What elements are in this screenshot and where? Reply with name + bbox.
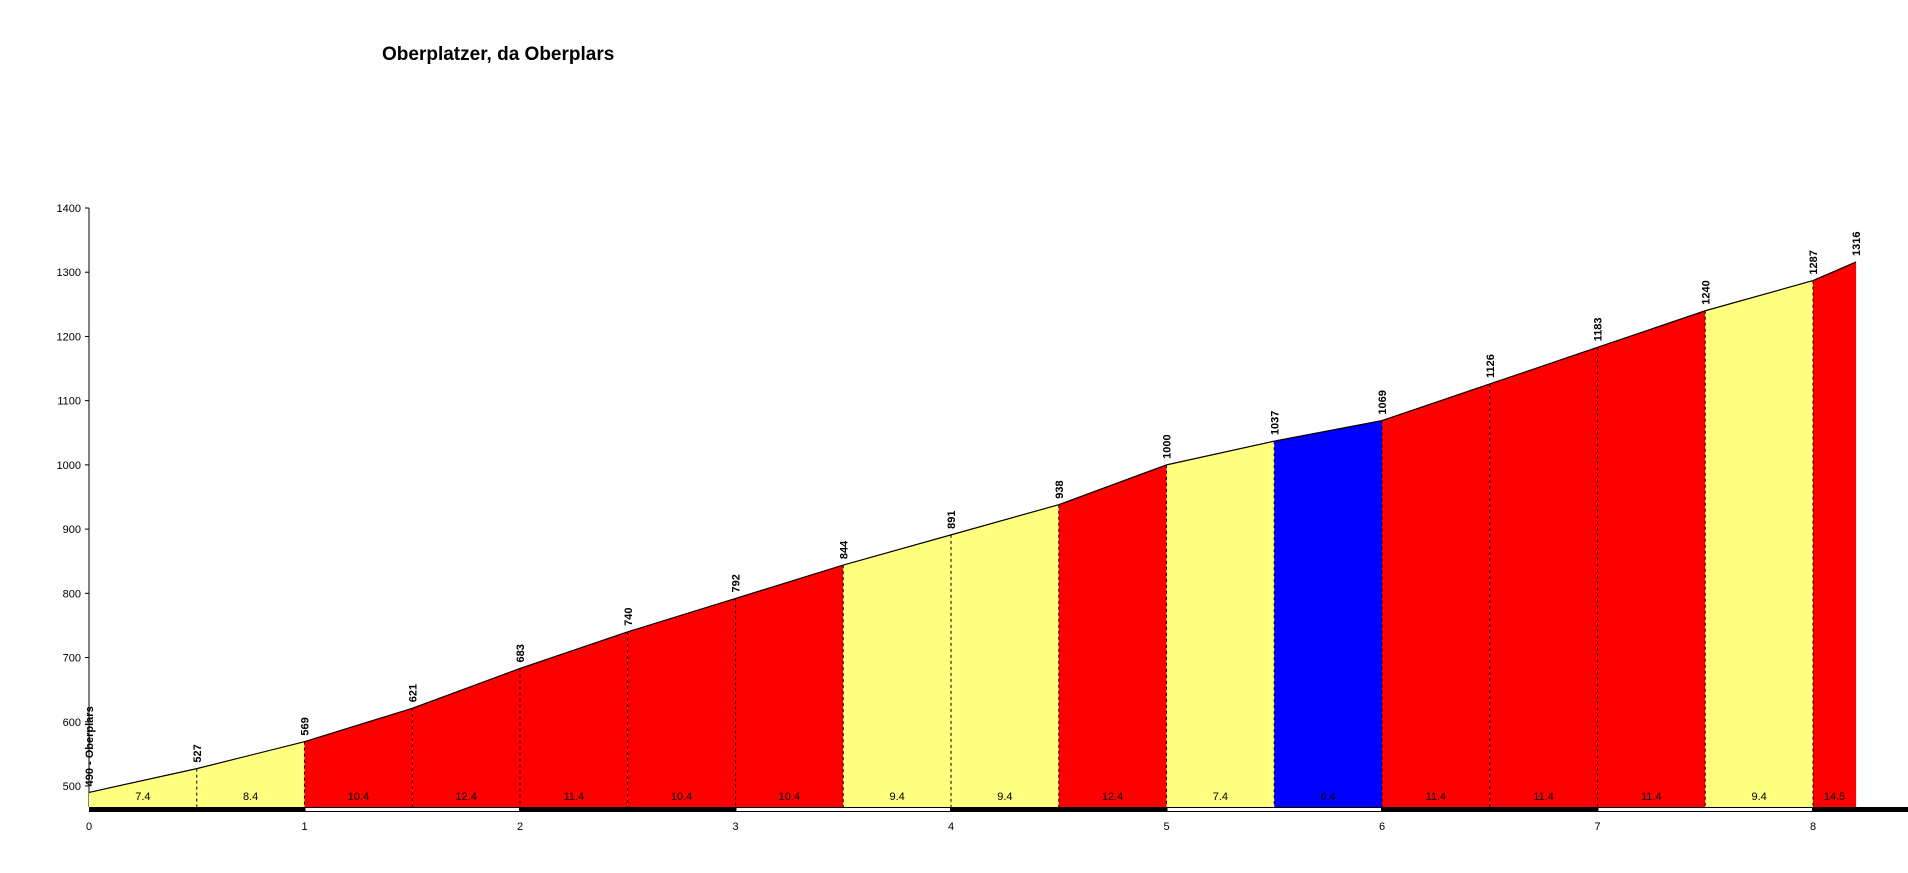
gradient-label: 14.5 <box>1824 791 1845 803</box>
distance-bar-white-km <box>305 808 519 811</box>
distance-bar-white-km <box>1598 808 1812 811</box>
gradient-segment <box>951 504 1059 807</box>
y-tick-label: 800 <box>63 588 81 600</box>
elevation-label: 1316 <box>1851 231 1863 255</box>
gradient-label: 7.4 <box>135 791 150 803</box>
gradient-segment <box>1058 464 1167 807</box>
elevation-label: 1287 <box>1808 250 1820 274</box>
distance-bar <box>89 807 1908 812</box>
gradient-segment <box>843 534 951 807</box>
x-tick-label: 0 <box>86 821 92 833</box>
gradient-label: 11.4 <box>1426 791 1447 803</box>
elevation-label: 1037 <box>1269 411 1281 435</box>
gradient-segment <box>196 741 305 807</box>
gradient-segment <box>1382 383 1490 807</box>
elevation-label: 1069 <box>1377 390 1389 414</box>
gradient-label: 12.4 <box>1102 791 1123 803</box>
chart-title: Oberplatzer, da Oberplars <box>382 44 615 65</box>
gradient-segment <box>1705 280 1813 807</box>
gradient-segment <box>1274 420 1382 807</box>
elevation-label: 740 <box>623 607 635 625</box>
gradient-label: 11.4 <box>1641 791 1662 803</box>
gradient-label: 11.4 <box>1533 791 1554 803</box>
elevation-label: 792 <box>731 574 743 592</box>
y-tick-label: 600 <box>63 717 81 729</box>
gradient-label: 6.4 <box>1320 791 1335 803</box>
gradient-segment <box>735 565 844 807</box>
y-tick-label: 1000 <box>57 460 81 472</box>
elevation-label: 621 <box>407 684 419 702</box>
distance-bar-white-km <box>1167 808 1381 811</box>
elevation-label: 490 - Oberplars <box>84 706 96 786</box>
x-tick-label: 5 <box>1163 821 1169 833</box>
profile-line <box>735 564 844 600</box>
x-tick-label: 4 <box>948 821 954 833</box>
elevation-label: 844 <box>838 540 850 559</box>
profile-line <box>1597 310 1706 348</box>
gradient-label: 9.4 <box>997 791 1012 803</box>
x-tick-label: 3 <box>732 821 738 833</box>
elevation-label: 891 <box>946 511 958 529</box>
profile-line <box>412 667 521 709</box>
profile-line <box>1274 419 1383 442</box>
gradient-label: 11.4 <box>564 791 585 803</box>
profile-line <box>1381 383 1490 422</box>
y-tick-label: 1200 <box>57 331 81 343</box>
x-tick-label: 2 <box>517 821 523 833</box>
elevation-label: 569 <box>300 717 312 735</box>
gradient-segment <box>627 598 736 807</box>
elevation-label: 938 <box>1054 480 1066 498</box>
y-tick-label: 500 <box>63 781 81 793</box>
gradient-label: 7.4 <box>1213 791 1228 803</box>
x-tick-label: 7 <box>1594 821 1600 833</box>
gradient-label: 10.4 <box>671 791 692 803</box>
gradient-label: 9.4 <box>1751 791 1766 803</box>
gradient-label: 8.4 <box>243 791 258 803</box>
elevation-label: 1183 <box>1593 317 1605 341</box>
y-tick-label: 1100 <box>57 396 81 408</box>
y-tick-label: 700 <box>63 653 81 665</box>
profile-line <box>950 504 1059 536</box>
distance-bar-white-km <box>736 808 950 811</box>
y-tick-label: 1400 <box>57 203 81 215</box>
gradient-label: 12.4 <box>455 791 476 803</box>
gradient-label: 9.4 <box>889 791 904 803</box>
gradient-segment <box>520 631 628 807</box>
gradient-label: 10.4 <box>779 791 800 803</box>
gradient-label: 10.4 <box>348 791 369 803</box>
profile-line <box>627 597 736 633</box>
elevation-label: 1240 <box>1700 280 1712 304</box>
profile-line <box>1058 464 1167 506</box>
profile-line <box>1166 440 1275 466</box>
profile-line <box>304 707 413 743</box>
gradient-segment <box>1813 261 1857 807</box>
profile-line <box>1705 279 1814 312</box>
profile-line <box>519 631 628 670</box>
profile-line <box>1812 261 1857 282</box>
gradient-segment <box>1489 347 1598 807</box>
profile-line <box>88 768 197 793</box>
x-tick-label: 6 <box>1379 821 1385 833</box>
gradient-segment <box>1166 441 1275 807</box>
x-tick-label: 8 <box>1810 821 1816 833</box>
profile-line <box>1489 346 1598 385</box>
profile-line <box>843 534 952 566</box>
profile-line <box>196 741 305 770</box>
gradient-segment <box>89 768 197 807</box>
gradient-segment <box>1597 310 1706 807</box>
x-tick-label: 1 <box>301 821 307 833</box>
elevation-label: 1000 <box>1162 434 1174 458</box>
elevation-label: 527 <box>192 744 204 762</box>
y-tick-label: 900 <box>63 524 81 536</box>
gradient-segment <box>304 708 413 807</box>
gradient-segment <box>412 668 520 807</box>
elevation-label: 1126 <box>1485 354 1497 378</box>
elevation-label: 683 <box>515 644 527 662</box>
y-tick-label: 1300 <box>57 267 81 279</box>
